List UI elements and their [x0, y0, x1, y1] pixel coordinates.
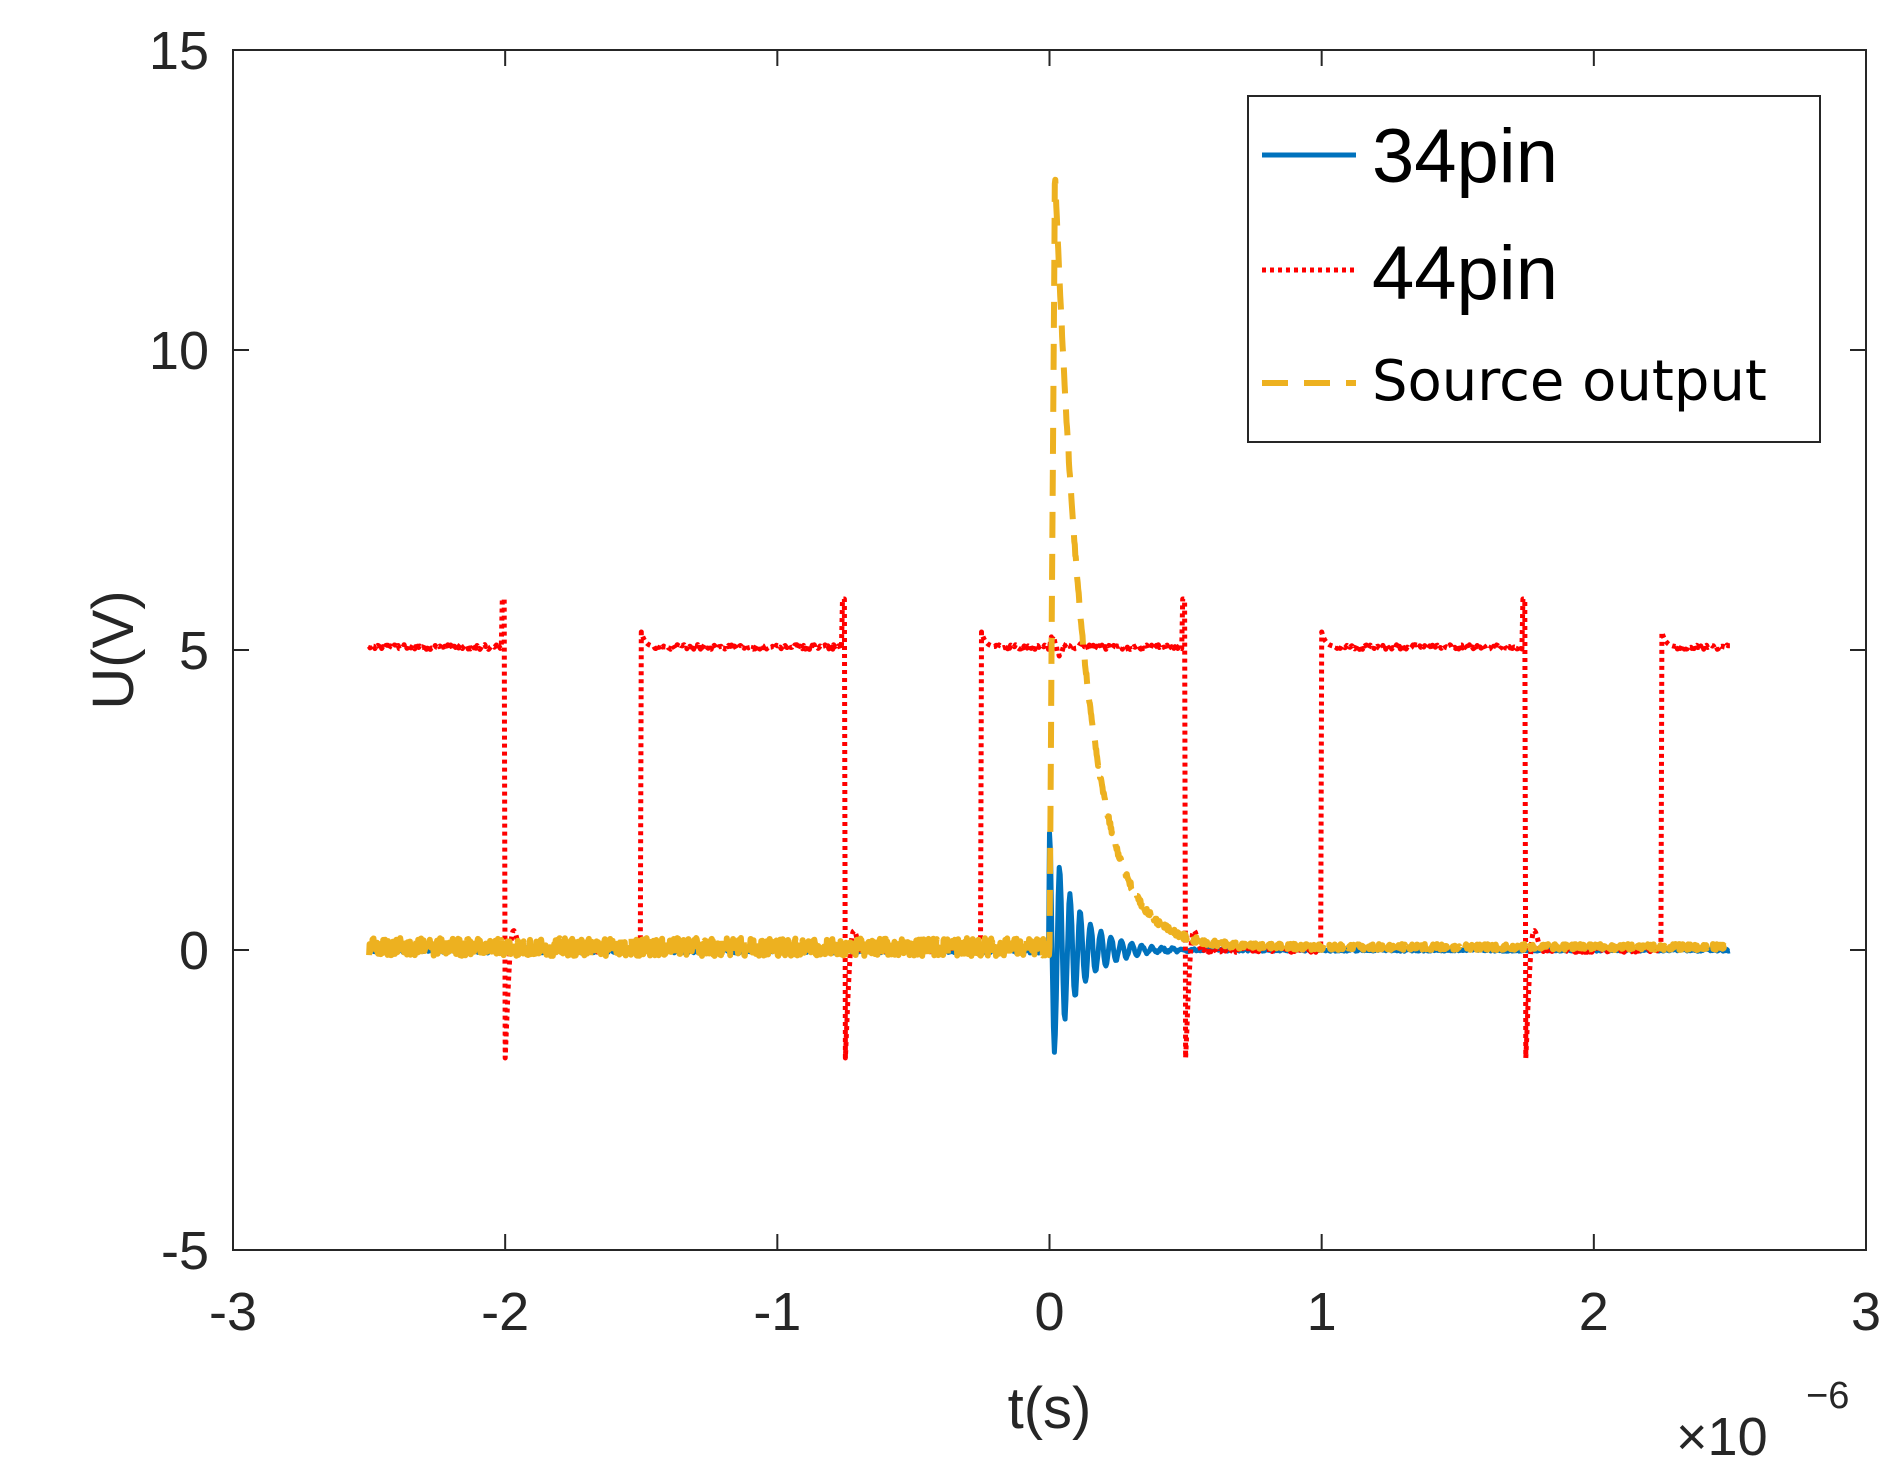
series-layer	[366, 176, 1733, 1061]
y-tick-label: 0	[179, 921, 209, 981]
ticklabel-layer: -3 -2 -1 0 1 2 3 -5 0 5 10 15	[149, 21, 1881, 1342]
ticks-layer	[232, 49, 1867, 1251]
x-tick-label: -2	[481, 1282, 529, 1342]
legend-label-44pin: 44pin	[1372, 231, 1558, 316]
legend: 34pin 44pin Source output	[1247, 95, 1821, 443]
x-tick-label: 2	[1579, 1282, 1609, 1342]
y-tick-label: -5	[161, 1221, 209, 1281]
series-line-source-output	[366, 176, 1733, 959]
x-exponent-base: ×10	[1676, 1407, 1768, 1467]
legend-label-source-output: Source output	[1372, 349, 1767, 414]
x-tick-label: 3	[1851, 1282, 1881, 1342]
y-tick-label: 15	[149, 21, 209, 81]
x-tick-label: 0	[1034, 1282, 1064, 1342]
legend-label-34pin: 34pin	[1372, 114, 1558, 199]
y-tick-label: 5	[179, 621, 209, 681]
x-exponent-power: −6	[1806, 1375, 1849, 1417]
y-tick-label: 10	[149, 321, 209, 381]
x-axis-label: t(s)	[1008, 1376, 1092, 1441]
x-exponent-label: ×10 −6	[1676, 1375, 1849, 1467]
x-tick-label: -3	[209, 1282, 257, 1342]
x-tick-label: 1	[1307, 1282, 1337, 1342]
y-axis-label: U(V)	[81, 590, 146, 709]
x-tick-label: -1	[753, 1282, 801, 1342]
